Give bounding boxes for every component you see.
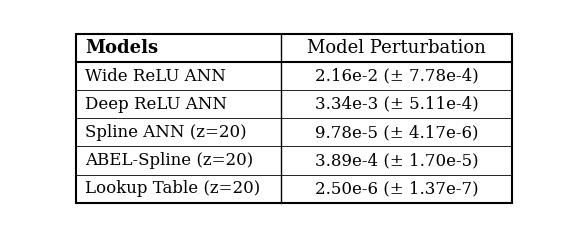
Text: 2.16e-2 (± 7.78e-4): 2.16e-2 (± 7.78e-4): [315, 68, 479, 85]
Text: Model Perturbation: Model Perturbation: [307, 39, 486, 57]
Text: 3.34e-3 (± 5.11e-4): 3.34e-3 (± 5.11e-4): [315, 96, 479, 113]
Text: 9.78e-5 (± 4.17e-6): 9.78e-5 (± 4.17e-6): [315, 124, 478, 141]
Text: 2.50e-6 (± 1.37e-7): 2.50e-6 (± 1.37e-7): [315, 180, 479, 197]
Text: Models: Models: [85, 39, 158, 57]
Text: Spline ANN (z=20): Spline ANN (z=20): [85, 124, 247, 141]
Text: Wide ReLU ANN: Wide ReLU ANN: [85, 68, 226, 85]
Text: 3.89e-4 (± 1.70e-5): 3.89e-4 (± 1.70e-5): [315, 152, 479, 169]
Text: ABEL-Spline (z=20): ABEL-Spline (z=20): [85, 152, 253, 169]
Text: Lookup Table (z=20): Lookup Table (z=20): [85, 180, 261, 197]
Text: Deep ReLU ANN: Deep ReLU ANN: [85, 96, 227, 113]
